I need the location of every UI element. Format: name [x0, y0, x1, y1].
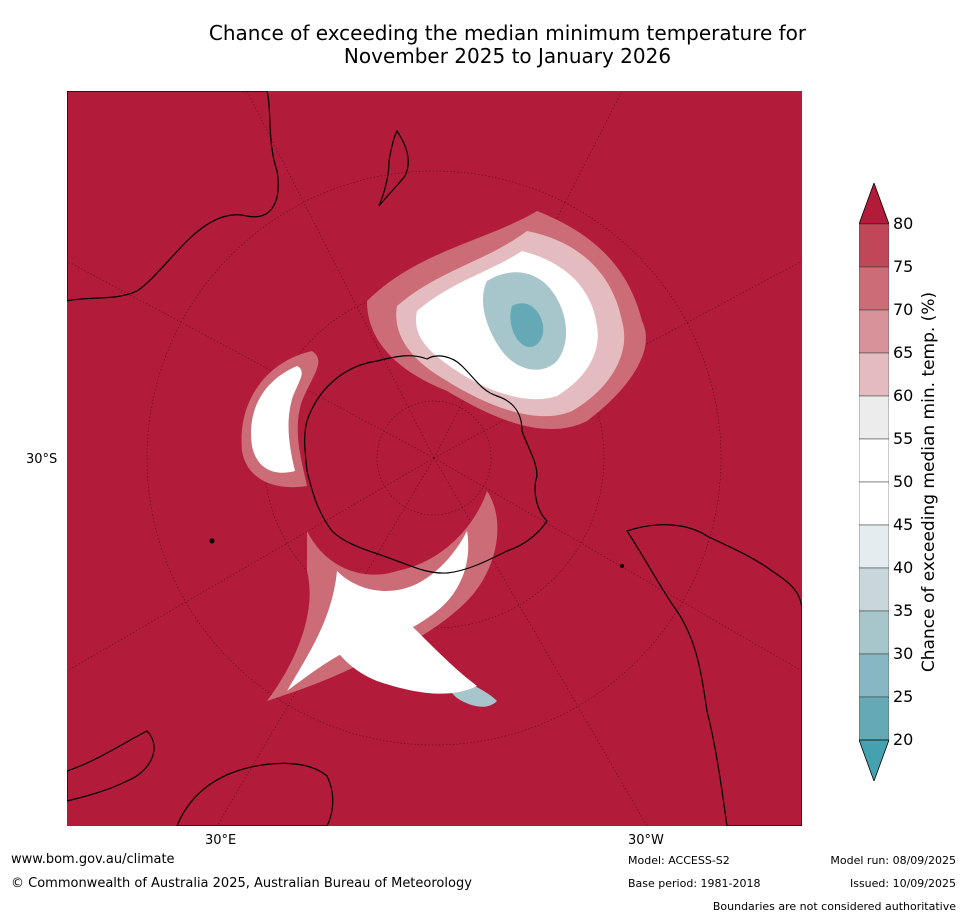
- colorbar: [859, 183, 889, 781]
- colorbar-extend-top: [859, 183, 889, 225]
- australia-coast: [67, 91, 279, 302]
- map-title: Chance of exceeding the median minimum t…: [150, 22, 865, 68]
- latitude-label: 30°S: [26, 452, 58, 467]
- colorbar-band: [859, 223, 889, 268]
- colorbar-tick-label: 40: [893, 558, 914, 577]
- colorbar-tick-label: 55: [893, 429, 914, 448]
- colorbar-tick-label: 35: [893, 601, 914, 620]
- island-marker: [209, 538, 215, 544]
- footer-base-period: Base period: 1981-2018: [628, 877, 761, 890]
- colorbar-band: [859, 481, 889, 526]
- colorbar-band: [859, 567, 889, 612]
- colorbar-band: [859, 524, 889, 569]
- colorbar-tick-label: 75: [893, 257, 914, 276]
- colorbar-tick-label: 25: [893, 687, 914, 706]
- colorbar-extend-bottom: [859, 739, 889, 781]
- colorbar-band: [859, 266, 889, 311]
- africa-coast: [67, 730, 334, 826]
- footer-copyright: © Commonwealth of Australia 2025, Austra…: [11, 876, 472, 891]
- probability-contours: [241, 211, 646, 707]
- colorbar-tick-label: 45: [893, 515, 914, 534]
- colorbar-band: [859, 438, 889, 483]
- footer-model: Model: ACCESS-S2: [628, 854, 730, 867]
- longitude-label-east: 30°E: [205, 833, 237, 848]
- colorbar-tick-label: 60: [893, 386, 914, 405]
- colorbar-tick-label: 80: [893, 214, 914, 233]
- colorbar-tick-label: 30: [893, 644, 914, 663]
- polar-map[interactable]: [67, 91, 802, 826]
- footer-url[interactable]: www.bom.gov.au/climate: [11, 852, 175, 867]
- colorbar-label: Chance of exceeding median min. temp. (%…: [919, 291, 939, 673]
- colorbar-tick-label: 20: [893, 730, 914, 749]
- colorbar-tick-label: 65: [893, 343, 914, 362]
- footer-model-run: Model run: 08/09/2025: [830, 854, 956, 867]
- longitude-label-west: 30°W: [628, 833, 664, 848]
- map-svg: [67, 91, 802, 826]
- title-line-2: November 2025 to January 2026: [343, 44, 672, 68]
- antarctica-coast: [304, 355, 548, 574]
- footer-issued: Issued: 10/09/2025: [849, 877, 956, 890]
- colorbar-band: [859, 610, 889, 655]
- colorbar-tick-label: 50: [893, 472, 914, 491]
- colorbar-band: [859, 352, 889, 397]
- island-marker: [620, 564, 624, 568]
- south-america-coast: [626, 524, 802, 826]
- colorbar-band: [859, 309, 889, 354]
- footer-disclaimer: Boundaries are not considered authoritat…: [712, 900, 956, 913]
- colorbar-band: [859, 395, 889, 440]
- colorbar-tick-label: 70: [893, 300, 914, 319]
- colorbar-band: [859, 696, 889, 741]
- title-line-1: Chance of exceeding the median minimum t…: [208, 21, 807, 45]
- new-zealand-coast: [378, 129, 409, 207]
- colorbar-band: [859, 653, 889, 698]
